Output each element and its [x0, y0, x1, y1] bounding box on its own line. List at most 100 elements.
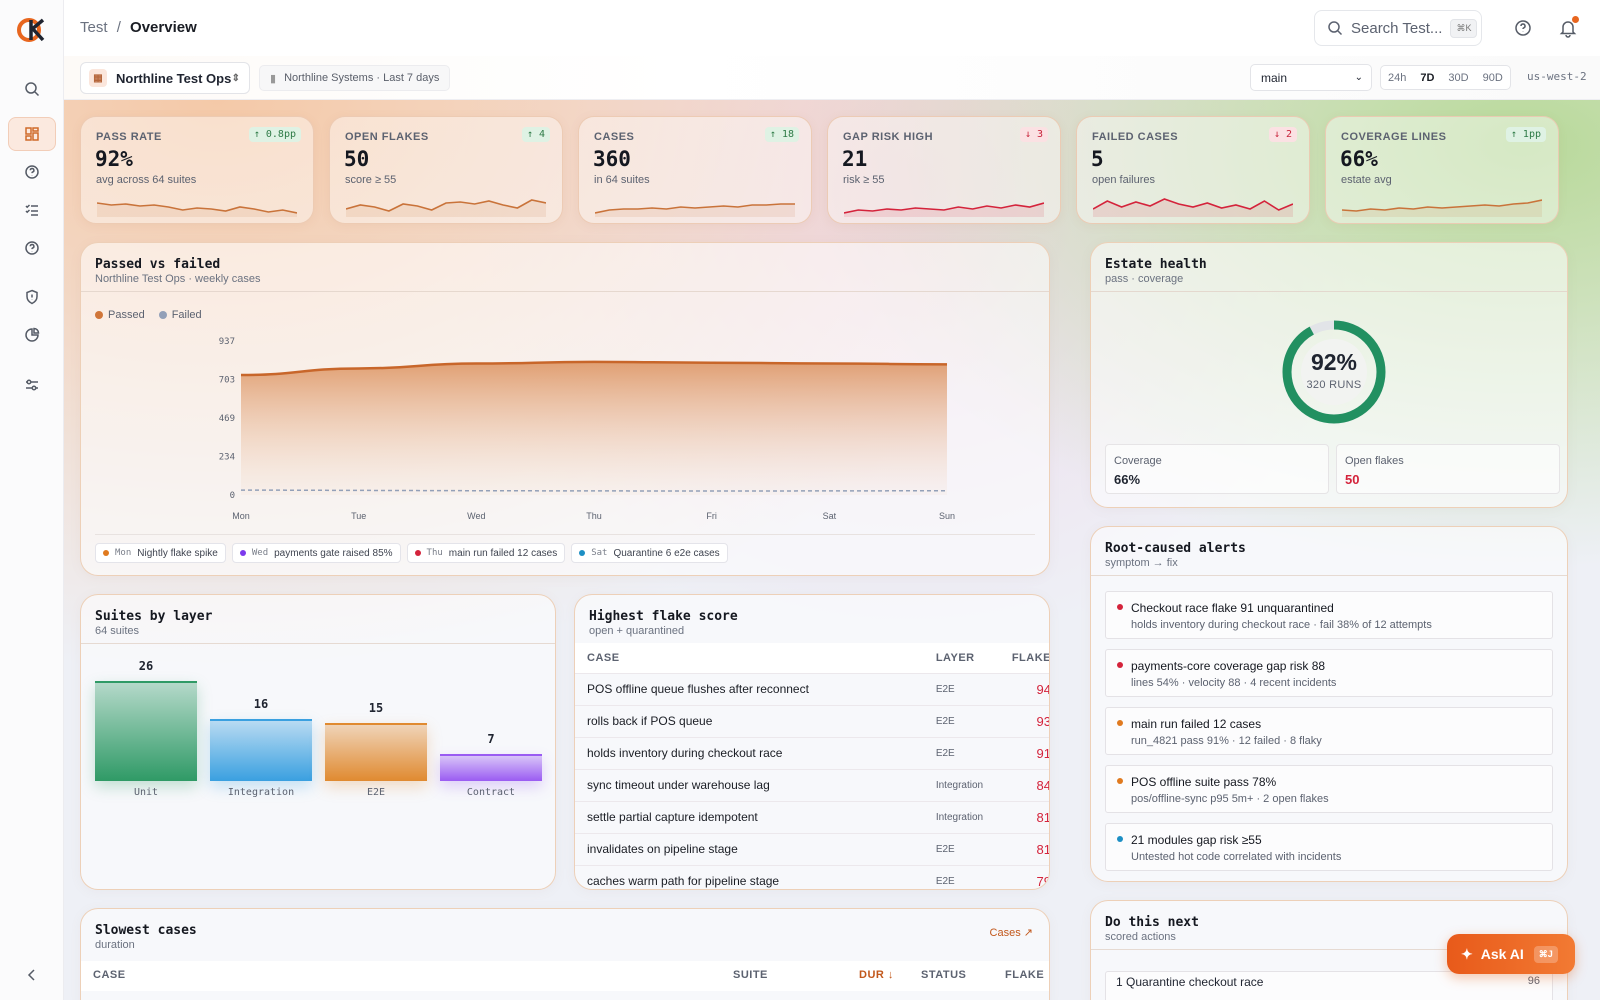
case-name: sync timeout under warehouse lag [575, 768, 924, 801]
nav-analytics[interactable] [8, 318, 56, 352]
case-layer: E2E [923, 864, 1000, 889]
sparkle-icon: ✦ [1461, 945, 1473, 962]
alert-item[interactable]: Checkout race flake 91 unquarantined hold… [1105, 591, 1553, 639]
alert-item[interactable]: POS offline suite pass 78% pos/offline-sy… [1105, 765, 1553, 813]
legend-item[interactable]: Failed [158, 309, 202, 321]
kpi-delta-badge: ↓ 3 [1019, 127, 1048, 142]
alert-item[interactable]: payments-core coverage gap risk 88 lines … [1105, 649, 1553, 697]
cases-link[interactable]: Cases ↗ [989, 927, 1033, 939]
kpi-value: 360 [593, 147, 631, 171]
kpi-value: 21 [842, 147, 868, 171]
kpi-sparkline [595, 203, 795, 217]
breadcrumb-parent[interactable]: Test [80, 19, 108, 36]
nav-settings[interactable] [8, 368, 56, 402]
ask-ai-button[interactable]: ✦ Ask AI ⌘J [1447, 934, 1575, 974]
y-tick-label: 937 [219, 337, 235, 347]
kpi-value: 50 [344, 147, 370, 171]
kpi-label: OPEN FLAKES [345, 131, 429, 143]
col-flake[interactable]: FLAKE [1005, 969, 1045, 981]
branch-select[interactable]: main ⌄ [1250, 64, 1372, 91]
kpi-card[interactable]: GAP RISK HIGH 21 risk ≥ 55 ↓ 3 [827, 116, 1061, 224]
case-layer: E2E [923, 832, 1000, 865]
range-option-90d[interactable]: 90D [1482, 71, 1503, 84]
breadcrumb-separator: / [116, 19, 121, 36]
nav-dashboard[interactable] [8, 117, 56, 151]
annotation-day: Mon [115, 548, 132, 558]
table-row[interactable]: caches warm path for pipeline stage E2E 79 [575, 864, 1049, 889]
help-icon[interactable] [1513, 18, 1533, 38]
x-tick-label: Sat [823, 511, 837, 521]
y-tick-label: 469 [219, 414, 235, 424]
alert-item[interactable]: 21 modules gap risk ≥55 Untested hot code… [1105, 823, 1553, 871]
annotation-chip[interactable]: Sat Quarantine 6 e2e cases [571, 543, 728, 563]
table-row[interactable]: holds inventory during checkout race E2E 9… [575, 736, 1049, 769]
bar-category-label: E2E [366, 787, 386, 798]
table-row[interactable]: POS offline queue flushes after reconnec… [575, 672, 1049, 705]
root-caused-alerts-card: Root-caused alerts symptom → fix Checkou… [1090, 526, 1568, 882]
kpi-card[interactable]: FAILED CASES 5 open failures ↓ 2 [1076, 116, 1310, 224]
tile-value: 50 [1345, 472, 1360, 487]
col-flake[interactable]: FLAKE [999, 643, 1049, 673]
col-layer[interactable]: LAYER [923, 643, 1000, 673]
annotation-chip[interactable]: Mon Nightly flake spike [95, 543, 226, 563]
notifications-button[interactable] [1558, 16, 1579, 38]
nav-search[interactable] [8, 72, 56, 106]
range-option-24h[interactable]: 24h [1388, 71, 1407, 84]
workspace-switcher[interactable]: ▦ Northline Test Ops ⇕ [80, 62, 250, 94]
pass-rate-donut [1282, 320, 1386, 424]
kpi-subtitle: risk ≥ 55 [843, 174, 885, 186]
open-flakes-tile: Open flakes 50 [1336, 444, 1560, 494]
bar-integration[interactable] [210, 719, 312, 781]
alert-item[interactable]: main run failed 12 cases run_4821 pass 91… [1105, 707, 1553, 755]
kpi-card[interactable]: OPEN FLAKES 50 score ≥ 55 ↑ 4 [329, 116, 563, 224]
kpi-label: GAP RISK HIGH [843, 131, 934, 143]
donut-center [1301, 339, 1367, 405]
col-suite[interactable]: SUITE [733, 969, 768, 981]
sidebar [0, 0, 64, 1000]
annotation-row: Mon Nightly flake spike Wed payments gate r… [95, 543, 728, 563]
nav-checklist[interactable] [8, 193, 56, 227]
nav-help[interactable] [8, 155, 56, 189]
col-status[interactable]: STATUS [921, 969, 967, 981]
col-case[interactable]: CASE [93, 969, 126, 981]
kpi-card[interactable]: COVERAGE LINES 66% estate avg ↑ 1pp [1325, 116, 1559, 224]
range-option-7d[interactable]: 7D [1420, 71, 1435, 84]
legend-item[interactable]: Passed [95, 309, 145, 321]
kpi-subtitle: score ≥ 55 [345, 174, 397, 186]
annotation-day: Sat [591, 548, 608, 558]
collapse-sidebar-button[interactable] [8, 958, 56, 992]
case-layer: E2E [923, 672, 1000, 705]
table-row[interactable]: rolls back if POS queue E2E 93 [575, 704, 1049, 737]
table-row[interactable]: sync timeout under warehouse lag Integrat… [575, 768, 1049, 801]
kpi-card[interactable]: PASS RATE 92% avg across 64 suites ↑ 0.8pp [80, 116, 314, 224]
sparkline-line [97, 202, 297, 214]
bar-contract[interactable] [440, 754, 542, 781]
kpi-card[interactable]: CASES 360 in 64 suites ↑ 18 [578, 116, 812, 224]
annotation-chip[interactable]: Thu main run failed 12 cases [406, 543, 566, 563]
search-input[interactable]: Search Test... ⌘K [1314, 10, 1482, 46]
app-logo[interactable] [17, 16, 47, 44]
legend-swatch [95, 311, 103, 319]
bar-value-label: 7 [487, 732, 495, 747]
chevron-down-icon: ⌄ [1354, 72, 1363, 83]
bell-icon [1559, 21, 1577, 38]
table-row[interactable]: settle partial capture idempotent Integra… [575, 800, 1049, 833]
bar-unit[interactable] [95, 681, 197, 781]
bar-e2e[interactable] [325, 723, 427, 781]
kpi-sparkline [1342, 199, 1542, 217]
nav-question[interactable] [8, 231, 56, 265]
nav-shield[interactable] [8, 280, 56, 314]
pin-icon: ▮ [270, 72, 277, 85]
annotation-chip[interactable]: Wed payments gate raised 85% [231, 543, 401, 563]
next-action-item[interactable]: 1 Quarantine checkout race 96 [1105, 971, 1553, 1000]
alert-severity-dot [1117, 720, 1123, 726]
chevron-updown-icon: ⇕ [231, 72, 240, 84]
col-case[interactable]: CASE [575, 643, 924, 673]
x-tick-label: Sun [939, 511, 955, 521]
region-label: us-west-2 [1527, 70, 1587, 83]
table-row[interactable]: invalidates on pipeline stage E2E 81 [575, 832, 1049, 865]
card-title: Slowest cases [95, 923, 197, 938]
col-duration[interactable]: DUR ↓ [859, 969, 894, 981]
dashboard-icon [25, 127, 39, 141]
range-option-30d[interactable]: 30D [1448, 71, 1469, 84]
